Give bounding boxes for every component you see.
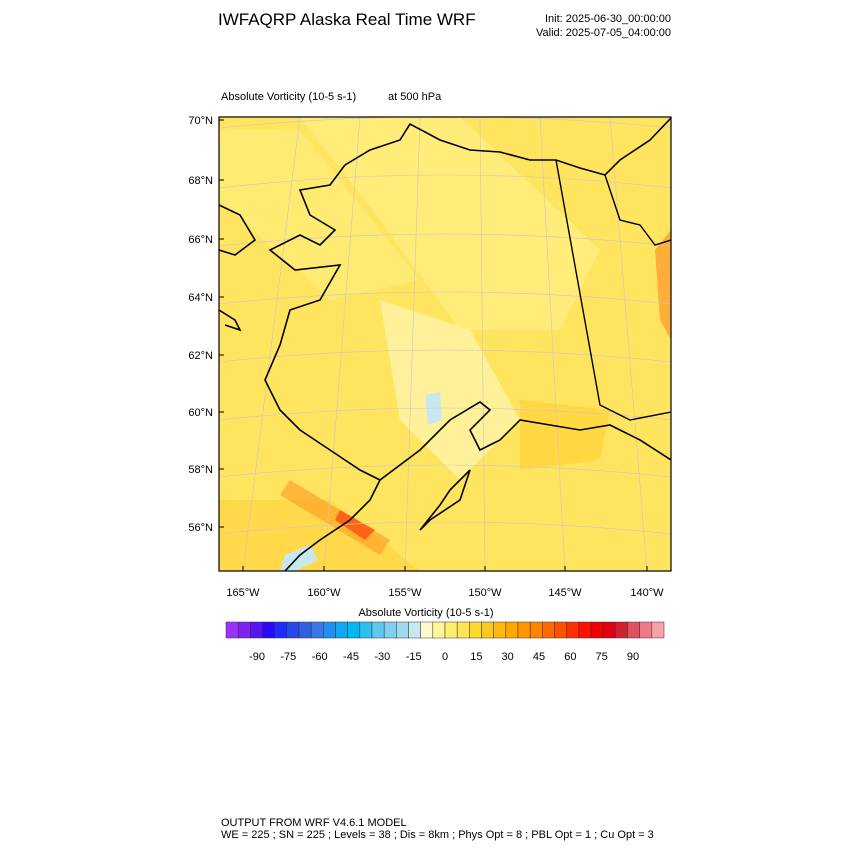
colorbar-label: -45: [343, 651, 359, 663]
colorbar-box: [444, 621, 458, 639]
lon-label: 160°W: [307, 587, 341, 599]
colorbar-box: [237, 621, 251, 639]
colorbar-label: -75: [280, 651, 296, 663]
title: IWFAQRP Alaska Real Time WRF: [218, 10, 476, 29]
lat-label: 56°N: [188, 522, 213, 534]
field-region: [425, 392, 442, 425]
colorbar-box: [323, 621, 336, 639]
graticule: [219, 117, 671, 571]
colorbar-box: [566, 621, 580, 639]
lat-label: 58°N: [188, 464, 213, 476]
colorbar-box: [371, 621, 385, 639]
colorbar-box: [542, 621, 555, 639]
colorbar-box: [359, 621, 373, 639]
coastline: [219, 117, 671, 571]
field-region: [280, 545, 318, 571]
colorbar-box: [639, 621, 653, 639]
field-region: [380, 300, 520, 480]
colorbar-label: 15: [470, 651, 482, 663]
border: [555, 159, 671, 421]
field-region: [335, 510, 375, 540]
colorbar-box: [481, 621, 494, 639]
lat-label: 64°N: [188, 292, 213, 304]
colorbar-label: -90: [249, 651, 265, 663]
colorbar-label: -60: [312, 651, 328, 663]
colorbar-label: -15: [406, 651, 422, 663]
colorbar-box: [432, 621, 446, 639]
lat-label: 60°N: [188, 407, 213, 419]
footer-line: OUTPUT FROM WRF V4.6.1 MODEL: [221, 817, 407, 829]
colorbar-label: 0: [442, 651, 448, 663]
colorbar-label: 90: [627, 651, 639, 663]
colorbar-box: [469, 621, 482, 639]
lon-label: 155°W: [388, 587, 422, 599]
colorbar-box: [651, 621, 665, 639]
colorbar-label: 45: [533, 651, 545, 663]
colorbar-box: [250, 621, 263, 639]
lon-label: 165°W: [226, 587, 260, 599]
init-time: Init: 2025-06-30_00:00:00: [545, 13, 671, 25]
colorbar-box: [347, 621, 361, 639]
colorbar-box: [274, 621, 288, 639]
colorbar-box: [262, 621, 275, 639]
field-region: [520, 400, 610, 470]
colorbar-box: [383, 621, 397, 639]
colorbar-box: [517, 621, 531, 639]
field-region: [219, 130, 420, 300]
colorbar-box: [396, 621, 409, 639]
colorbar-box: [286, 621, 300, 639]
colorbar-title: Absolute Vorticity (10-5 s-1): [358, 607, 493, 619]
colorbar-label: 75: [596, 651, 608, 663]
lat-label: 66°N: [188, 234, 213, 246]
colorbar-label: 60: [564, 651, 576, 663]
field-region: [655, 230, 671, 340]
lon-label: 140°W: [630, 587, 664, 599]
colorbar-box: [493, 621, 507, 639]
colorbar-box: [310, 621, 324, 639]
colorbar-box: [298, 621, 312, 639]
colorbar-label: 30: [502, 651, 514, 663]
footer-line: WE = 225 ; SN = 225 ; Levels = 38 ; Dis …: [221, 829, 654, 841]
colorbar-box: [529, 621, 543, 639]
colorbar-box: [408, 621, 421, 639]
map: [219, 117, 671, 571]
colorbar-box: [505, 621, 519, 639]
field-region: [219, 500, 420, 571]
colorbar-box: [602, 621, 616, 639]
colorbar-box: [456, 621, 470, 639]
colorbar-box: [590, 621, 604, 639]
lon-label: 145°W: [548, 587, 582, 599]
level-label: at 500 hPa: [388, 91, 442, 103]
map-frame: [218, 116, 672, 572]
colorbar-box: [578, 621, 592, 639]
colorbar-box: [627, 621, 640, 639]
colorbar-label: -30: [374, 651, 390, 663]
colorbar-box: [335, 621, 348, 639]
colorbar-box: [225, 621, 239, 639]
field-label: Absolute Vorticity (10-5 s-1): [221, 91, 356, 103]
lat-label: 68°N: [188, 175, 213, 187]
colorbar-box: [420, 621, 434, 639]
lat-label: 62°N: [188, 350, 213, 362]
colorbar-box: [554, 621, 567, 639]
lat-label: 70°N: [188, 115, 213, 127]
colorbar-box: [615, 621, 628, 639]
valid-time: Valid: 2025-07-05_04:00:00: [536, 27, 671, 39]
field-region: [300, 117, 600, 330]
lon-label: 150°W: [468, 587, 502, 599]
